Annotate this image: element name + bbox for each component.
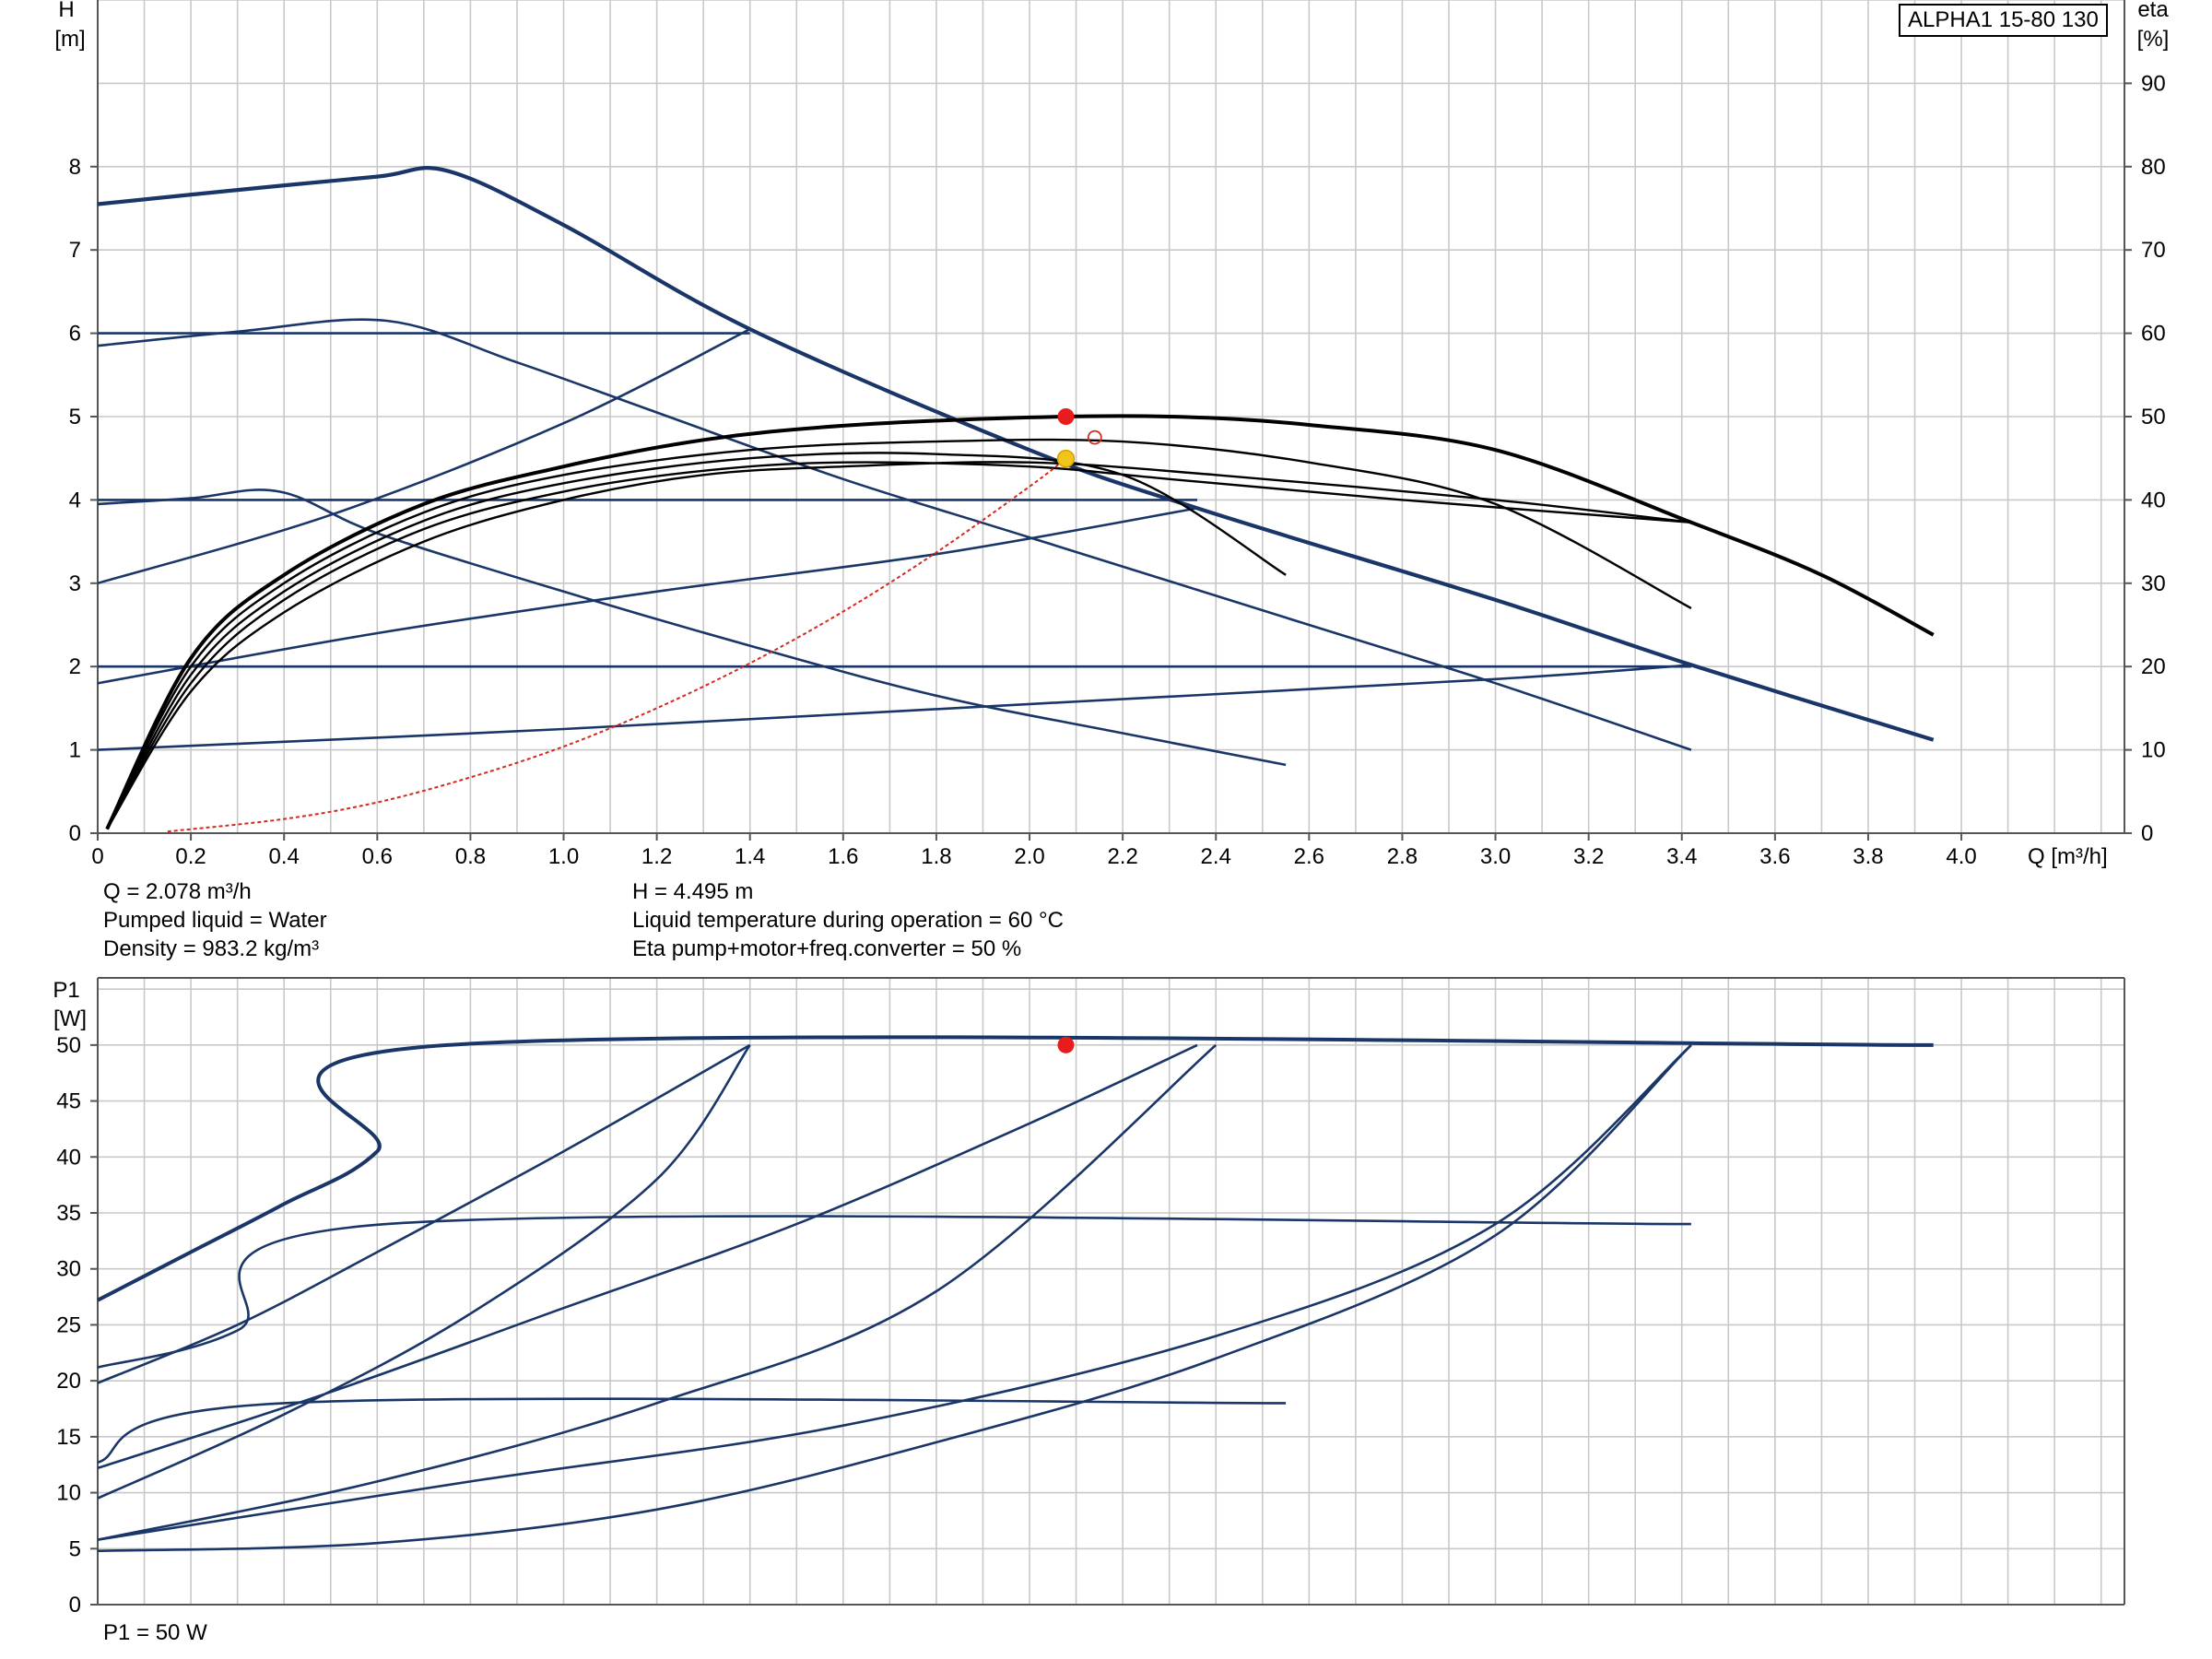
- power-curve: [97, 1044, 751, 1500]
- power-readout: P1 = 50 W: [103, 1620, 207, 1645]
- y-axis-unit: [m]: [54, 27, 85, 52]
- y-tick-label: 1: [69, 738, 81, 763]
- power-curve: [97, 1043, 1198, 1470]
- top-chart-curves: [97, 166, 1935, 833]
- y-tick-label: 5: [69, 405, 81, 429]
- head-curve: [97, 166, 1935, 742]
- x-tick-label: 0.4: [269, 844, 300, 869]
- flow-readout: Q = 2.078 m³/h: [103, 879, 252, 904]
- x-tick-label: 0: [91, 844, 103, 869]
- p1-tick-label: 35: [56, 1201, 81, 1226]
- p1-tick-label: 0: [69, 1593, 81, 1618]
- y2-tick-label: 20: [2141, 654, 2166, 679]
- power-curve: [97, 1035, 1934, 1302]
- power-curve: [97, 1215, 1691, 1369]
- efficiency-curve: [105, 414, 1935, 830]
- top-chart-grid: [97, 0, 2125, 834]
- efficiency-curve: [106, 461, 1692, 830]
- pumped-liquid-readout: Pumped liquid = Water: [103, 908, 327, 933]
- x-tick-label: 1.8: [921, 844, 951, 869]
- bottom-chart-curves: [97, 1035, 1934, 1552]
- y2-tick-label: 10: [2141, 738, 2166, 763]
- y2-tick-label: 30: [2141, 571, 2166, 596]
- p1-tick-label: 10: [56, 1481, 81, 1506]
- x-tick-label: 1.6: [828, 844, 858, 869]
- x-tick-label: 2.4: [1201, 844, 1231, 869]
- power-curve: [97, 1043, 1692, 1541]
- p1-axis-label: P1: [53, 978, 79, 1003]
- system-point-marker: [1087, 429, 1102, 445]
- power-duty-point-marker: [1057, 1036, 1075, 1053]
- model-label: ALPHA1 15-80 130: [1899, 4, 2108, 37]
- x-tick-label: 1.2: [641, 844, 672, 869]
- efficiency-point-marker: [1057, 408, 1075, 425]
- bottom-chart-grid: [97, 977, 2125, 1606]
- y2-tick-label: 90: [2141, 71, 2166, 96]
- x-tick-label: 1.4: [735, 844, 765, 869]
- y2-tick-label: 0: [2141, 821, 2153, 846]
- p1-tick-label: 5: [69, 1536, 81, 1561]
- x-tick-label: 4.0: [1946, 844, 1976, 869]
- x-tick-label: 0.2: [175, 844, 206, 869]
- y2-tick-label: 60: [2141, 322, 2166, 347]
- y2-axis-label: eta: [2137, 0, 2169, 22]
- density-readout: Density = 983.2 kg/m³: [103, 936, 320, 961]
- p1-tick-label: 20: [56, 1369, 81, 1394]
- y2-tick-label: 70: [2141, 238, 2166, 263]
- efficiency-curve: [106, 461, 1691, 830]
- head-curve: [97, 507, 1198, 685]
- y2-tick-label: 40: [2141, 488, 2166, 512]
- x-tick-label: 2.2: [1107, 844, 1137, 869]
- head-curve: [97, 327, 751, 585]
- x-tick-label: 0.6: [362, 844, 393, 869]
- head-readout: H = 4.495 m: [632, 879, 754, 904]
- x-tick-label: 2.8: [1387, 844, 1418, 869]
- power-curve: [97, 1043, 751, 1384]
- x-tick-label: 3.4: [1666, 844, 1697, 869]
- head-curve: [97, 664, 1691, 751]
- x-tick-label: 2.6: [1294, 844, 1324, 869]
- y-tick-label: 7: [69, 238, 81, 263]
- power-curve: [97, 1043, 1692, 1552]
- y-tick-label: 6: [69, 322, 81, 347]
- p1-tick-label: 45: [56, 1089, 81, 1114]
- x-tick-label: 0.8: [455, 844, 486, 869]
- head-curve: [97, 488, 1287, 767]
- power-curve: [97, 1043, 1218, 1541]
- head-curve: [97, 318, 1692, 751]
- p1-tick-label: 25: [56, 1312, 81, 1337]
- axis-labels: 0 0.2 0.4 0.6 0.8 1.0 1.2 1.4 1.6 1.8 2.0 2.2 2.4 2.6…: [53, 0, 2169, 1618]
- y2-axis-unit: [%]: [2137, 27, 2170, 52]
- x-tick-label: 2.0: [1014, 844, 1044, 869]
- x-tick-label: 3.2: [1573, 844, 1604, 869]
- y2-tick-label: 80: [2141, 155, 2166, 180]
- p1-tick-label: 50: [56, 1033, 81, 1058]
- y-tick-label: 3: [69, 571, 81, 596]
- y-axis-label: H: [58, 0, 74, 22]
- p1-tick-label: 40: [56, 1145, 81, 1170]
- p1-axis-unit: [W]: [53, 1006, 87, 1031]
- x-axis-label: Q [m³/h]: [2028, 844, 2108, 869]
- efficiency-readout: Eta pump+motor+freq.converter = 50 %: [632, 936, 1022, 961]
- y-tick-label: 8: [69, 155, 81, 180]
- power-curve: [97, 1397, 1287, 1465]
- x-tick-label: 3.0: [1480, 844, 1511, 869]
- y-tick-label: 0: [69, 821, 81, 846]
- temperature-readout: Liquid temperature during operation = 60…: [632, 908, 1064, 933]
- y-tick-label: 4: [69, 488, 81, 512]
- x-tick-label: 1.0: [548, 844, 579, 869]
- p1-tick-label: 30: [56, 1257, 81, 1282]
- y2-tick-label: 50: [2141, 405, 2166, 429]
- duty-point-marker: [1056, 449, 1076, 468]
- x-tick-label: 3.8: [1853, 844, 1883, 869]
- y-tick-label: 2: [69, 654, 81, 679]
- efficiency-curve: [106, 438, 1692, 830]
- p1-tick-label: 15: [56, 1425, 81, 1450]
- x-tick-label: 3.6: [1759, 844, 1790, 869]
